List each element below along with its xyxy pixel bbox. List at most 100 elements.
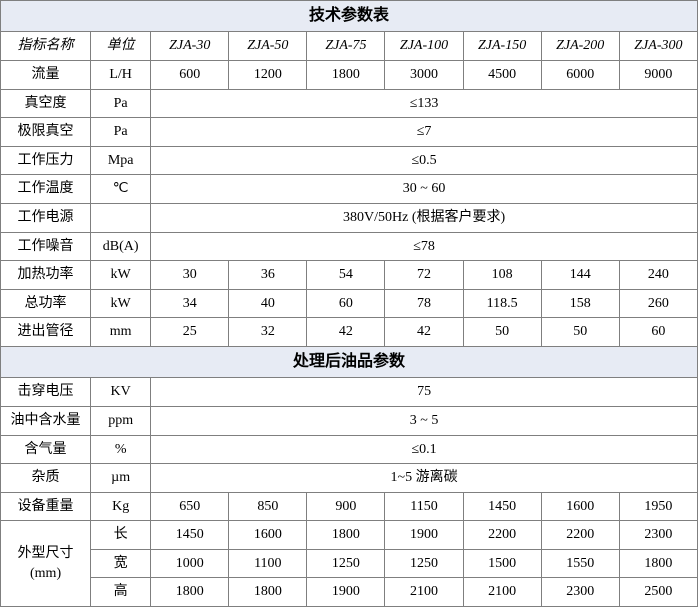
param-val: 3000 [385,60,463,89]
table-row: 指标名称单位ZJA-30ZJA-50ZJA-75ZJA-100ZJA-150ZJ… [1,32,698,61]
col-header: ZJA-200 [541,32,619,61]
param-name: 工作噪音 [1,232,91,261]
table-row: 含气量%≤0.1 [1,435,698,464]
param-span: 3 ~ 5 [151,406,698,435]
table-row: 总功率kW34406078118.5158260 [1,289,698,318]
param-name: 含气量 [1,435,91,464]
param-val: 6000 [541,60,619,89]
param-name: 进出管径 [1,318,91,347]
param-val: 1550 [541,549,619,578]
param-val: 1600 [541,492,619,521]
table-row: 工作电源380V/50Hz (根据客户要求) [1,203,698,232]
table-row: 技术参数表 [1,1,698,32]
param-unit: Kg [91,492,151,521]
param-val: 108 [463,261,541,290]
param-val: 1800 [619,549,697,578]
param-unit: mm [91,318,151,347]
param-unit: kW [91,289,151,318]
param-span: 1~5 游离碳 [151,464,698,493]
table-row: 进出管径mm25324242505060 [1,318,698,347]
param-unit: KV [91,378,151,407]
col-header: 单位 [91,32,151,61]
param-val: 650 [151,492,229,521]
table-row: 加热功率kW30365472108144240 [1,261,698,290]
param-val: 240 [619,261,697,290]
param-span: ≤0.1 [151,435,698,464]
param-unit: L/H [91,60,151,89]
table-row: 工作噪音dB(A)≤78 [1,232,698,261]
param-name: 流量 [1,60,91,89]
param-val: 1900 [307,578,385,607]
param-name: 设备重量 [1,492,91,521]
table-row: 油中含水量ppm3 ~ 5 [1,406,698,435]
param-name: 极限真空 [1,118,91,147]
dim-label: 宽 [91,549,151,578]
param-unit: ppm [91,406,151,435]
param-name: 油中含水量 [1,406,91,435]
param-name: 工作压力 [1,146,91,175]
param-val: 1500 [463,549,541,578]
param-val: 1450 [151,521,229,550]
param-val: 600 [151,60,229,89]
param-val: 158 [541,289,619,318]
table-row: 宽1000110012501250150015501800 [1,549,698,578]
param-val: 2300 [619,521,697,550]
param-span: ≤78 [151,232,698,261]
param-val: 118.5 [463,289,541,318]
param-unit: % [91,435,151,464]
param-name: 总功率 [1,289,91,318]
param-val: 1950 [619,492,697,521]
param-name: 真空度 [1,89,91,118]
param-span: 30 ~ 60 [151,175,698,204]
table-row: 设备重量Kg6508509001150145016001950 [1,492,698,521]
param-val: 1800 [307,521,385,550]
param-val: 1900 [385,521,463,550]
dim-label: 长 [91,521,151,550]
param-val: 42 [385,318,463,347]
table-row: 杂质µm1~5 游离碳 [1,464,698,493]
param-val: 1250 [385,549,463,578]
param-name: 工作温度 [1,175,91,204]
param-val: 50 [541,318,619,347]
dim-label: 高 [91,578,151,607]
param-name: 外型尺寸(mm) [1,521,91,607]
col-header: ZJA-75 [307,32,385,61]
param-val: 2500 [619,578,697,607]
param-val: 30 [151,261,229,290]
param-val: 2100 [385,578,463,607]
param-span: 75 [151,378,698,407]
param-val: 1100 [229,549,307,578]
table-row: 外型尺寸(mm)长1450160018001900220022002300 [1,521,698,550]
param-unit: Pa [91,89,151,118]
param-val: 1450 [463,492,541,521]
param-name: 击穿电压 [1,378,91,407]
param-val: 1800 [307,60,385,89]
param-val: 1250 [307,549,385,578]
col-header: ZJA-150 [463,32,541,61]
param-val: 78 [385,289,463,318]
param-val: 1200 [229,60,307,89]
param-val: 40 [229,289,307,318]
param-val: 60 [619,318,697,347]
param-span: ≤133 [151,89,698,118]
table-row: 击穿电压KV75 [1,378,698,407]
param-val: 1150 [385,492,463,521]
col-header: ZJA-30 [151,32,229,61]
table-row: 处理后油品参数 [1,346,698,377]
param-val: 9000 [619,60,697,89]
param-name: 杂质 [1,464,91,493]
param-val: 42 [307,318,385,347]
col-header: ZJA-300 [619,32,697,61]
param-unit: Mpa [91,146,151,175]
param-val: 144 [541,261,619,290]
param-val: 34 [151,289,229,318]
param-unit: Pa [91,118,151,147]
param-val: 1800 [151,578,229,607]
param-name: 加热功率 [1,261,91,290]
param-val: 32 [229,318,307,347]
table-row: 高1800180019002100210023002500 [1,578,698,607]
table-row: 真空度Pa≤133 [1,89,698,118]
table-row: 工作温度℃30 ~ 60 [1,175,698,204]
param-span: ≤0.5 [151,146,698,175]
param-val: 60 [307,289,385,318]
